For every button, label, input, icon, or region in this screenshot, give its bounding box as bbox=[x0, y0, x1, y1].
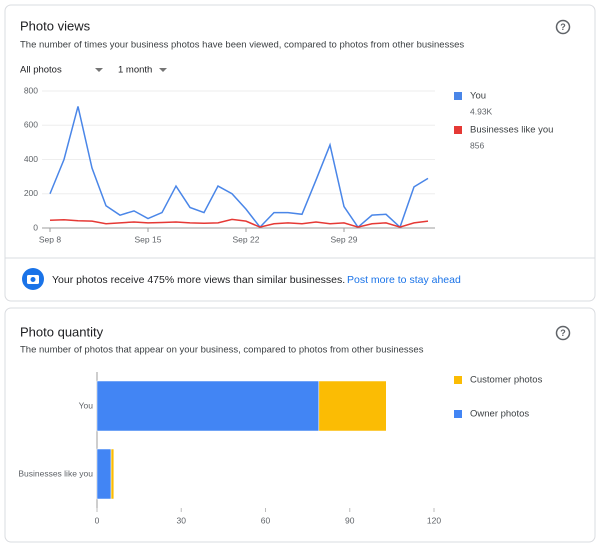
caret bbox=[159, 68, 167, 72]
x-tick-label: 0 bbox=[95, 515, 100, 525]
legend-total: 856 bbox=[470, 140, 484, 150]
card-title: Photo quantity bbox=[20, 324, 104, 339]
legend-label: Owner photos bbox=[470, 409, 529, 420]
svg-text:?: ? bbox=[560, 328, 566, 338]
card-subtitle: The number of times your business photos… bbox=[20, 40, 464, 51]
y-tick-label: 800 bbox=[24, 85, 38, 95]
help-icon[interactable]: ? bbox=[555, 325, 571, 341]
y-tick-label: 200 bbox=[24, 188, 38, 198]
banner-link[interactable]: Post more to stay ahead bbox=[347, 274, 461, 286]
camera-icon bbox=[22, 268, 44, 290]
y-tick-label: Businesses like you bbox=[18, 468, 93, 478]
x-tick-label: 90 bbox=[345, 515, 355, 525]
line-series bbox=[49, 106, 429, 229]
x-tick-label: Sep 8 bbox=[39, 234, 61, 244]
x-tick-label: 120 bbox=[427, 515, 441, 525]
bar-segment bbox=[96, 380, 320, 432]
card bbox=[4, 4, 596, 302]
bar-segment bbox=[96, 448, 112, 500]
y-tick-label: 0 bbox=[33, 222, 38, 232]
legend-swatch bbox=[454, 126, 462, 134]
legend-label: Customer photos bbox=[470, 375, 543, 386]
line-series bbox=[49, 218, 429, 228]
card-subtitle: The number of photos that appear on your… bbox=[20, 345, 424, 356]
help-icon[interactable]: ? bbox=[555, 19, 571, 35]
legend-total: 4.93K bbox=[470, 106, 493, 116]
legend-label: Businesses like you bbox=[470, 125, 553, 136]
filter-dropdown[interactable]: All photos bbox=[20, 65, 62, 76]
x-tick-label: Sep 29 bbox=[331, 234, 358, 244]
card-title: Photo views bbox=[20, 18, 91, 33]
bar-segment bbox=[110, 448, 115, 500]
x-tick-label: 60 bbox=[261, 515, 271, 525]
legend-swatch bbox=[454, 92, 462, 100]
period-dropdown[interactable]: 1 month bbox=[118, 65, 152, 76]
y-tick-label: 600 bbox=[24, 120, 38, 130]
legend-label: You bbox=[470, 91, 486, 102]
x-tick-label: 30 bbox=[177, 515, 187, 525]
y-tick-label: 400 bbox=[24, 154, 38, 164]
x-tick-label: Sep 15 bbox=[135, 234, 162, 244]
banner-text: Your photos receive 475% more views than… bbox=[52, 274, 345, 286]
legend-swatch bbox=[454, 410, 462, 418]
x-tick-label: Sep 22 bbox=[233, 234, 260, 244]
legend-swatch bbox=[454, 376, 462, 384]
svg-text:?: ? bbox=[560, 22, 566, 32]
y-tick-label: You bbox=[79, 400, 94, 410]
caret bbox=[95, 68, 103, 72]
bar-segment bbox=[318, 380, 387, 432]
